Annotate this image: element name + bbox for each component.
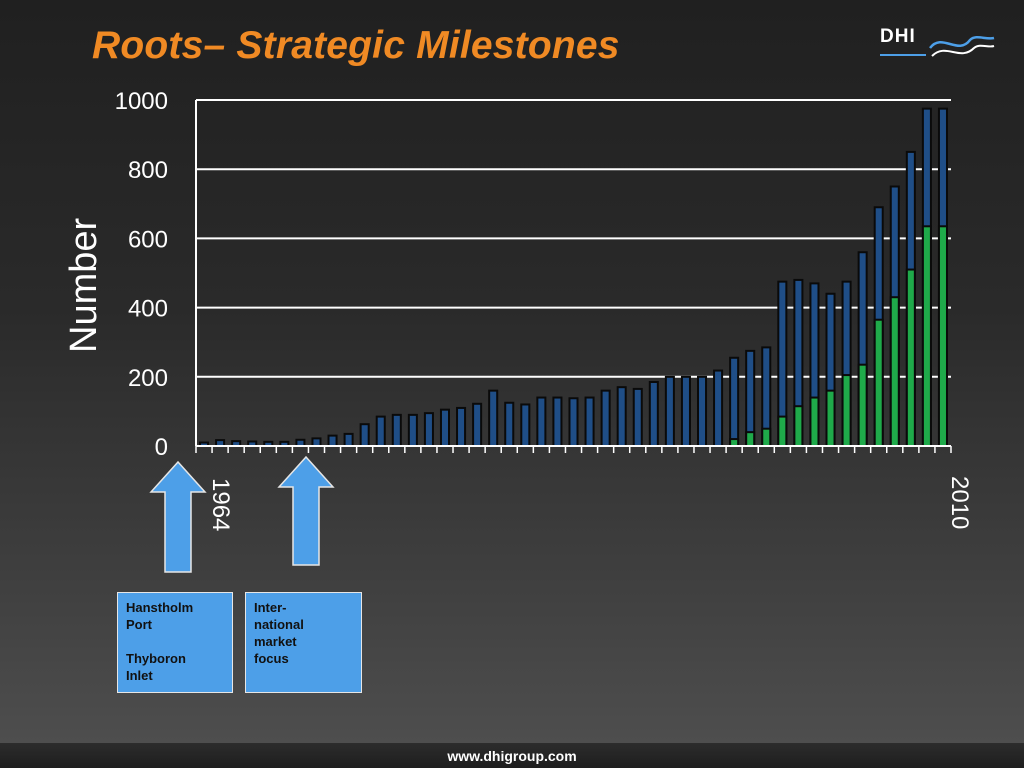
y-tick-label: 0	[155, 434, 168, 461]
bar-total	[375, 415, 386, 447]
bar-total	[488, 389, 499, 448]
milestone-arrow-hanstholm	[149, 460, 207, 573]
hanstholm-note: Hanstholm Port Thyboron Inlet	[117, 592, 233, 693]
bar-total	[423, 412, 434, 448]
y-axis-label: Number	[63, 218, 105, 353]
x-tick-label-start: 1964	[207, 478, 234, 531]
bar-total	[600, 389, 611, 448]
bar-total	[343, 432, 354, 448]
bar-green	[809, 396, 820, 447]
bar-green	[921, 225, 932, 447]
bar-total	[504, 401, 515, 447]
bar-green	[777, 415, 788, 447]
footer-bar	[0, 743, 1024, 768]
bar-total	[439, 408, 451, 448]
bar-green	[745, 431, 756, 448]
bar-green	[937, 225, 948, 447]
bar-total	[648, 380, 659, 447]
bar-green	[761, 427, 772, 448]
milestone-arrow-international	[277, 455, 335, 566]
bar-green	[841, 374, 852, 448]
bar-total	[472, 402, 483, 447]
bar-total	[696, 375, 708, 447]
dhi-logo: DHI	[880, 26, 996, 62]
international-note: Inter- national market focus	[245, 592, 362, 693]
y-tick-label: 1000	[115, 88, 168, 115]
y-tick-label: 600	[128, 226, 168, 253]
bar-total	[568, 397, 579, 448]
bar-total	[327, 434, 338, 447]
bar-total	[632, 387, 643, 448]
bar-green	[793, 405, 804, 447]
logo-text: DHI	[880, 26, 916, 47]
bar-total	[311, 437, 322, 448]
bar-green	[825, 389, 836, 448]
bar-total	[391, 413, 402, 447]
international-note-text: Inter- national market focus	[254, 600, 304, 666]
hanstholm-note-text: Hanstholm Port Thyboron Inlet	[126, 600, 194, 683]
bar-total	[729, 356, 740, 447]
bar-total	[664, 375, 675, 447]
bar-green	[873, 318, 884, 447]
bar-total	[536, 396, 547, 447]
bar-green	[905, 268, 916, 448]
bar-total	[713, 369, 724, 447]
bar-total	[616, 386, 627, 447]
bar-total	[552, 396, 563, 447]
bar-green	[729, 438, 740, 447]
bar-chart: 0 200 400 600 800 1000 1964 2010 Number	[63, 88, 973, 573]
bar-total	[407, 413, 418, 447]
bar-green	[857, 363, 868, 447]
x-tick-label-end: 2010	[946, 476, 973, 529]
bar-total	[456, 406, 467, 448]
bar-total	[584, 396, 595, 447]
y-tick-label: 200	[128, 365, 168, 392]
bar-total	[680, 375, 691, 447]
y-tick-label: 400	[128, 296, 168, 323]
page-title: Roots– Strategic Milestones	[92, 24, 620, 67]
wave-icon	[880, 36, 995, 57]
bar-total	[359, 423, 370, 447]
bar-total	[520, 403, 531, 448]
bar-green	[889, 296, 900, 447]
footer-url: www.dhigroup.com	[447, 748, 577, 764]
y-tick-label: 800	[128, 157, 168, 184]
